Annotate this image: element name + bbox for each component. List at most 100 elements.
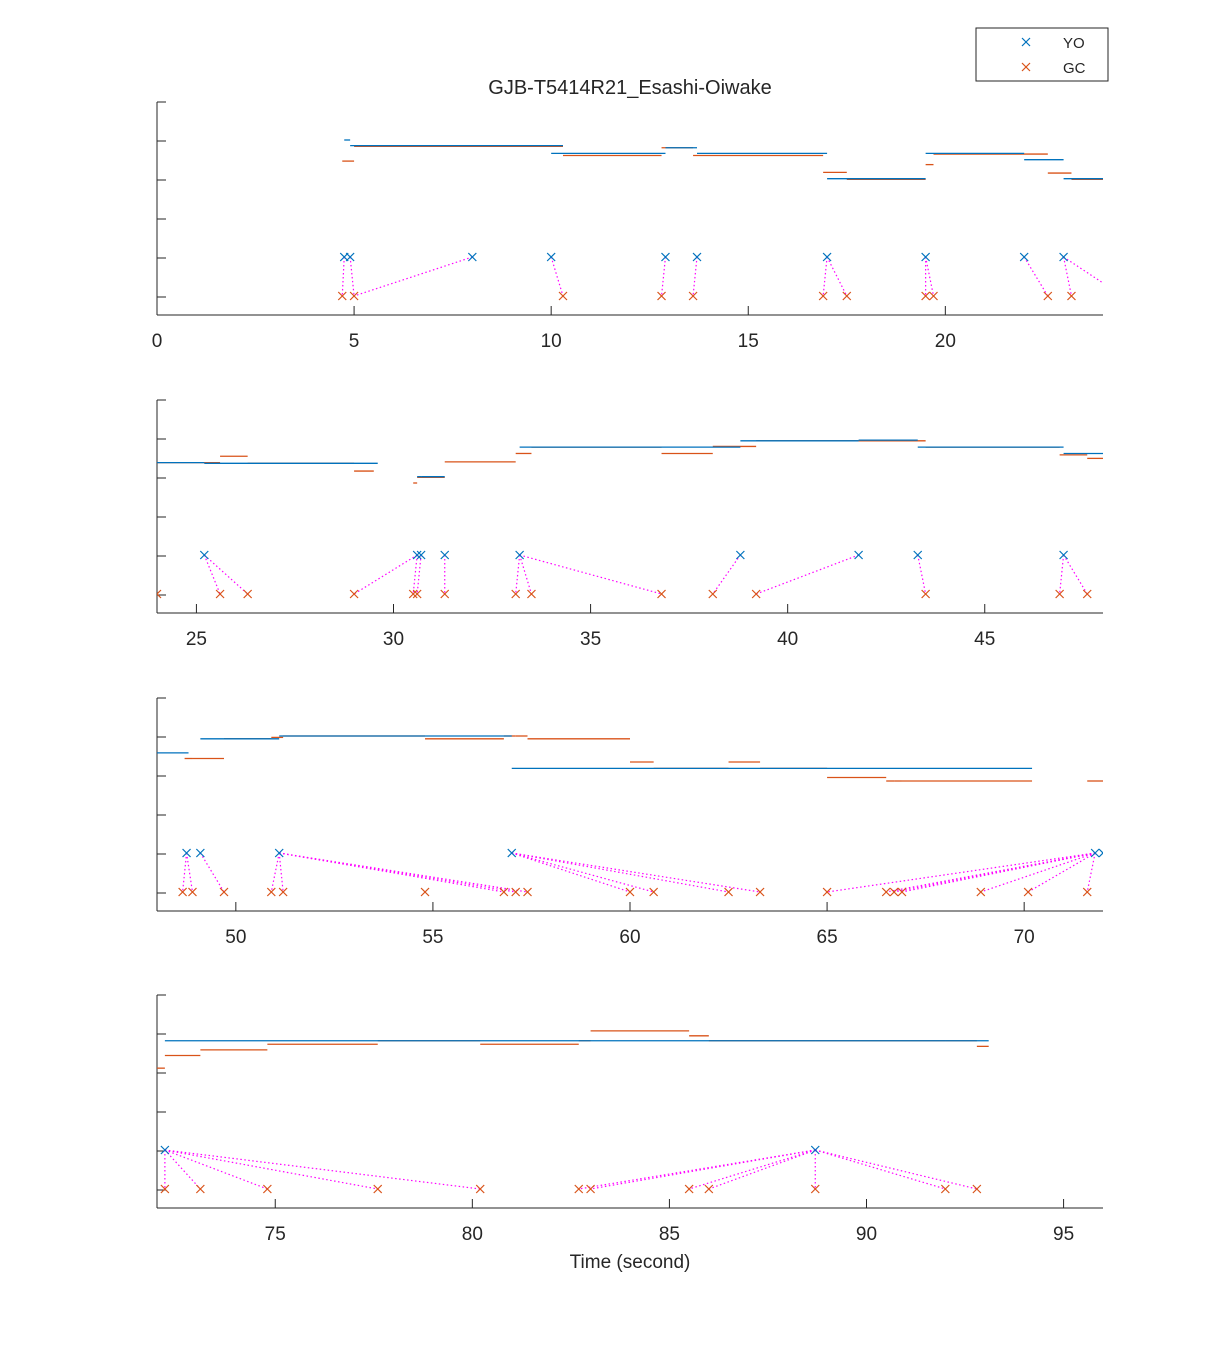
yo-onset-marker	[507, 848, 517, 858]
gc-onset-marker	[511, 589, 521, 599]
alignment-link	[164, 1149, 268, 1190]
x-tick-label: 70	[1014, 927, 1035, 948]
gc-onset-marker	[1082, 589, 1092, 599]
gc-onset-marker	[688, 291, 698, 301]
yo-onset-marker	[515, 550, 525, 560]
gc-onset-marker	[412, 589, 422, 599]
legend: YO GC	[975, 27, 1109, 82]
gc-onset-marker	[940, 1184, 950, 1194]
alignment-link	[901, 852, 1096, 893]
yo-onset-marker	[467, 252, 477, 262]
yo-onset-marker	[160, 1145, 170, 1155]
alignment-link	[157, 593, 158, 594]
alignment-link	[712, 554, 741, 595]
chart-title: GJB-T5414R21_Esashi-Oiwake	[488, 77, 771, 99]
alignment-link	[511, 852, 729, 893]
alignment-link	[578, 1149, 816, 1190]
gc-onset-marker	[897, 887, 907, 897]
gc-onset-marker	[195, 1184, 205, 1194]
alignment-link	[688, 1149, 816, 1190]
alignment-link	[519, 554, 533, 595]
yo-onset-marker	[735, 550, 745, 560]
x-tick-label: 15	[738, 331, 759, 352]
gc-onset-marker	[818, 291, 828, 301]
gc-onset-marker	[511, 887, 521, 897]
alignment-link	[1023, 256, 1049, 297]
panels: 0 5 10 15 20 25 30 35 40 45 50 55 60 65 70 75 80 85 90 95	[152, 101, 1103, 1245]
x-tick-label: 30	[383, 629, 404, 650]
alignment-link	[279, 852, 528, 893]
alignment-link	[925, 256, 935, 297]
gc-onset-marker	[558, 291, 568, 301]
gc-onset-marker	[574, 1184, 584, 1194]
yo-onset-marker	[822, 252, 832, 262]
alignment-link	[1027, 852, 1096, 893]
gc-onset-marker	[215, 589, 225, 599]
gc-onset-marker	[751, 589, 761, 599]
gc-onset-marker	[842, 291, 852, 301]
gc-onset-marker	[976, 887, 986, 897]
yo-onset-marker	[182, 848, 191, 858]
gc-onset-marker	[1067, 291, 1076, 301]
yo-onset-marker	[1019, 252, 1029, 262]
alignment-link	[511, 852, 631, 893]
gc-onset-marker	[349, 291, 359, 301]
plot-area	[157, 1030, 989, 1194]
gc-onset-marker	[157, 589, 162, 599]
yo-onset-marker	[1059, 252, 1069, 262]
yo-onset-marker	[692, 252, 702, 262]
alignment-link	[815, 1149, 946, 1190]
gc-onset-marker	[684, 1184, 694, 1194]
alignment-link	[590, 1149, 816, 1190]
panel-3: 50 55 60 65 70	[156, 697, 1103, 948]
alignment-link	[270, 852, 280, 893]
yo-onset-marker	[412, 550, 422, 560]
yo-onset-marker	[661, 252, 670, 262]
yo-onset-marker	[1059, 550, 1069, 560]
plot-area	[337, 139, 1103, 301]
plot-area	[157, 735, 1103, 897]
alignment-link	[353, 256, 473, 297]
yo-onset-marker	[921, 252, 931, 262]
panel-1: 0 5 10 15 20	[152, 101, 1103, 352]
alignment-link	[182, 852, 188, 893]
panel-4: 75 80 85 90 95	[156, 994, 1103, 1245]
gc-onset-marker	[219, 887, 229, 897]
gc-onset-marker	[475, 1184, 485, 1194]
alignment-link	[1063, 256, 1103, 284]
x-tick-label: 40	[777, 629, 798, 650]
yo-onset-marker	[440, 550, 450, 560]
yo-onset-marker	[345, 252, 355, 262]
alignment-link	[1059, 554, 1065, 595]
gc-onset-marker	[262, 1184, 272, 1194]
gc-onset-marker	[1055, 589, 1065, 599]
alignment-link	[1062, 256, 1073, 297]
gc-onset-marker	[337, 291, 347, 301]
gc-onset-marker	[160, 1184, 170, 1194]
x-tick-label: 90	[856, 1224, 877, 1245]
alignment-link	[980, 852, 1096, 893]
alignment-link	[353, 554, 418, 595]
plot-area	[157, 439, 1103, 599]
gc-onset-marker	[649, 887, 659, 897]
gc-onset-marker	[349, 589, 359, 599]
gc-onset-marker	[625, 887, 635, 897]
gc-onset-marker	[921, 291, 931, 301]
x-tick-label: 60	[619, 927, 640, 948]
alignment-link	[826, 256, 848, 297]
gc-onset-marker	[881, 887, 891, 897]
x-tick-label: 55	[422, 927, 443, 948]
alignment-link	[511, 852, 761, 893]
x-tick-label: 50	[225, 927, 246, 948]
gc-onset-marker	[889, 887, 899, 897]
gc-onset-marker	[266, 887, 276, 897]
alignment-link	[164, 1149, 481, 1190]
alignment-link	[349, 256, 355, 297]
legend-yo-label: YO	[1063, 35, 1085, 52]
gc-onset-marker	[704, 1184, 714, 1194]
legend-yo-cross	[1021, 37, 1031, 47]
alignment-link	[416, 554, 422, 595]
x-tick-label: 20	[935, 331, 956, 352]
x-tick-label: 65	[817, 927, 838, 948]
legend-gc-label: GC	[1063, 60, 1086, 77]
